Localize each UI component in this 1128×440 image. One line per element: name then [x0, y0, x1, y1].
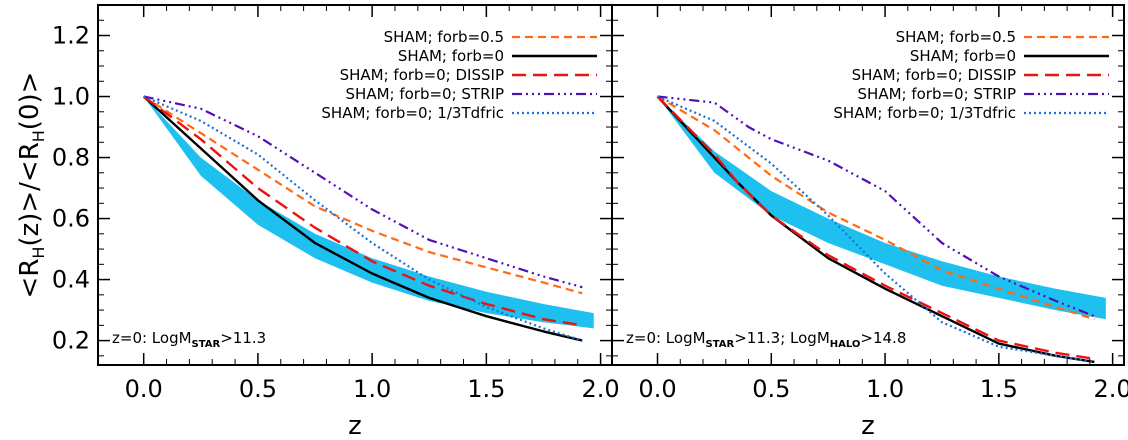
x-tick-label-1-3: 1.0 — [353, 375, 391, 403]
series-line-2-4 — [657, 95, 1095, 318]
band-1 — [143, 96, 594, 329]
y-tick-label-5: 1.0 — [52, 83, 90, 111]
series-line-2-3 — [656, 95, 1095, 361]
annotation-2: z=0: LogMSTAR>11.3; LogMHALO>14.8 — [626, 329, 906, 350]
x-tick-label-2-3: 1.0 — [866, 375, 904, 403]
y-tick-label-4: 0.8 — [52, 144, 90, 172]
x-tick-label-2-5: 2.0 — [1094, 375, 1128, 403]
y-tick-label-2: 0.4 — [52, 266, 90, 294]
y-tick-label-6: 1.2 — [52, 22, 90, 50]
x-axis-title-2: z — [861, 411, 875, 440]
series-line-1-4 — [143, 95, 583, 289]
legend-label-1-4: SHAM; forb=0; STRIP — [346, 85, 504, 103]
legend-label-2-2: SHAM; forb=0 — [910, 47, 1016, 65]
x-tick-label-1-1: 0.0 — [125, 375, 163, 403]
chart-panel-1: 0.0 0.5 1.0 1.5 2.0 0.2 0.4 0.6 0.8 1.0 1.2 z SHAM; … — [52, 4, 620, 440]
x-tick-label-2-4: 1.5 — [980, 375, 1018, 403]
band-2 — [657, 96, 1106, 320]
series-line-2-2 — [656, 95, 1095, 364]
x-axis-title-1: z — [348, 411, 362, 440]
legend-label-1-5: SHAM; forb=0; 1/3Tdfric — [321, 104, 504, 122]
legend-label-2-3: SHAM; forb=0; DISSIP — [852, 66, 1016, 84]
legend-label-2-4: SHAM; forb=0; STRIP — [858, 85, 1016, 103]
y-tick-label-1: 0.2 — [52, 327, 90, 355]
series-line-2-1 — [656, 95, 1095, 321]
legend-label-1-2: SHAM; forb=0 — [398, 47, 504, 65]
legend-label-2-1: SHAM; forb=0.5 — [896, 28, 1016, 46]
series-line-1-2 — [142, 95, 583, 342]
y-tick-label-3: 0.6 — [52, 205, 90, 233]
legend-label-1-1: SHAM; forb=0.5 — [384, 28, 504, 46]
x-tick-label-1-5: 2.0 — [581, 375, 619, 403]
y-axis-title: <RH(z)>/<RH(0)> — [15, 72, 48, 299]
legend-label-1-3: SHAM; forb=0; DISSIP — [340, 66, 504, 84]
x-tick-label-2-1: 0.0 — [638, 375, 676, 403]
legend-label-2-5: SHAM; forb=0; 1/3Tdfric — [833, 104, 1016, 122]
series-line-2-5 — [657, 95, 1095, 363]
plot-frame-2 — [611, 4, 1125, 366]
series-line-1-1 — [143, 95, 583, 295]
x-tick-label-1-4: 1.5 — [467, 375, 505, 403]
series-line-1-3 — [142, 95, 583, 327]
x-tick-label-2-2: 0.5 — [752, 375, 790, 403]
x-tick-label-1-2: 0.5 — [239, 375, 277, 403]
annotation-1: z=0: LogMSTAR>11.3 — [112, 329, 266, 350]
